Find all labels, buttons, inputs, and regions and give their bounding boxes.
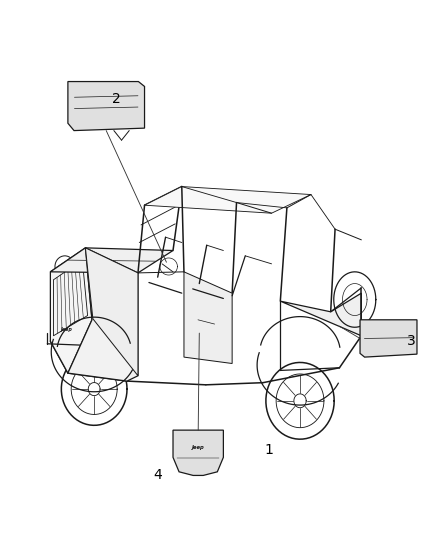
- Text: 4: 4: [153, 469, 162, 482]
- Polygon shape: [173, 430, 223, 475]
- Polygon shape: [68, 248, 138, 381]
- Polygon shape: [360, 320, 417, 357]
- Polygon shape: [50, 248, 92, 373]
- Text: 3: 3: [407, 334, 416, 348]
- Text: Jeep: Jeep: [192, 445, 205, 450]
- Polygon shape: [184, 272, 232, 364]
- Text: 2: 2: [112, 92, 120, 106]
- Polygon shape: [50, 248, 173, 273]
- Text: Jeep: Jeep: [61, 327, 73, 332]
- Polygon shape: [68, 82, 145, 131]
- Polygon shape: [145, 187, 311, 213]
- Text: 1: 1: [265, 443, 274, 457]
- Polygon shape: [85, 248, 138, 376]
- Polygon shape: [280, 293, 361, 336]
